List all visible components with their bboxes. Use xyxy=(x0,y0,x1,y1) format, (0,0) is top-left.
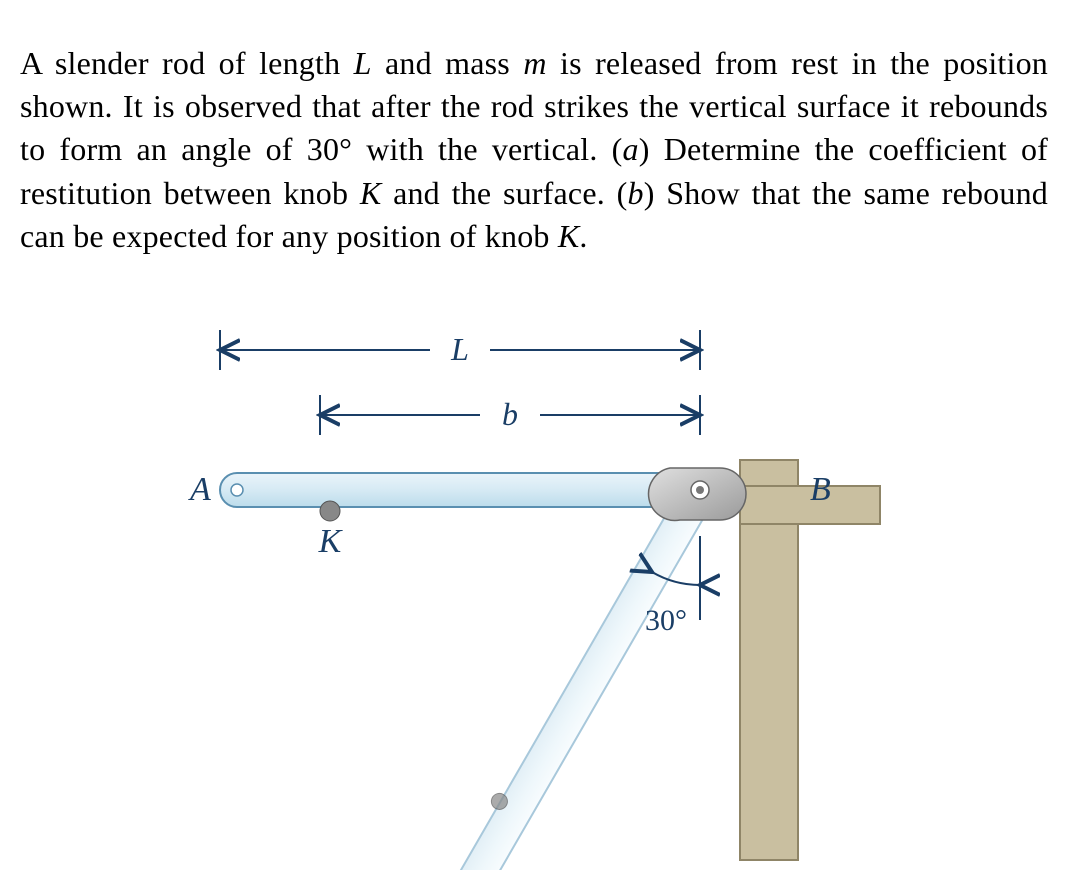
var-L: L xyxy=(354,45,372,81)
label-angle: 30° xyxy=(645,604,687,637)
var-K: K xyxy=(558,218,580,254)
part-b-label: b xyxy=(627,175,643,211)
problem-statement: A slender rod of length L and mass m is … xyxy=(20,42,1048,258)
label-K: K xyxy=(318,523,344,560)
rod-rebound xyxy=(437,477,714,870)
wall xyxy=(740,460,880,860)
dimension-b: b xyxy=(320,395,700,435)
label-B: B xyxy=(810,471,831,508)
part-a-label: a xyxy=(623,131,639,167)
figure: L b xyxy=(20,290,1048,870)
figure-svg: L b xyxy=(20,290,1048,870)
label-A: A xyxy=(188,471,211,508)
var-K: K xyxy=(360,175,382,211)
var-m: m xyxy=(523,45,546,81)
knob-K xyxy=(320,501,340,521)
text-fragment: A slender rod of length xyxy=(20,45,354,81)
text-fragment: . xyxy=(579,218,587,254)
text-fragment: and the surface. ( xyxy=(381,175,627,211)
rod-initial xyxy=(220,473,700,507)
label-L: L xyxy=(450,331,469,367)
text-fragment: and mass xyxy=(372,45,524,81)
label-b: b xyxy=(502,396,518,432)
pivot-collar xyxy=(649,468,746,520)
dimension-L: L xyxy=(220,330,700,370)
